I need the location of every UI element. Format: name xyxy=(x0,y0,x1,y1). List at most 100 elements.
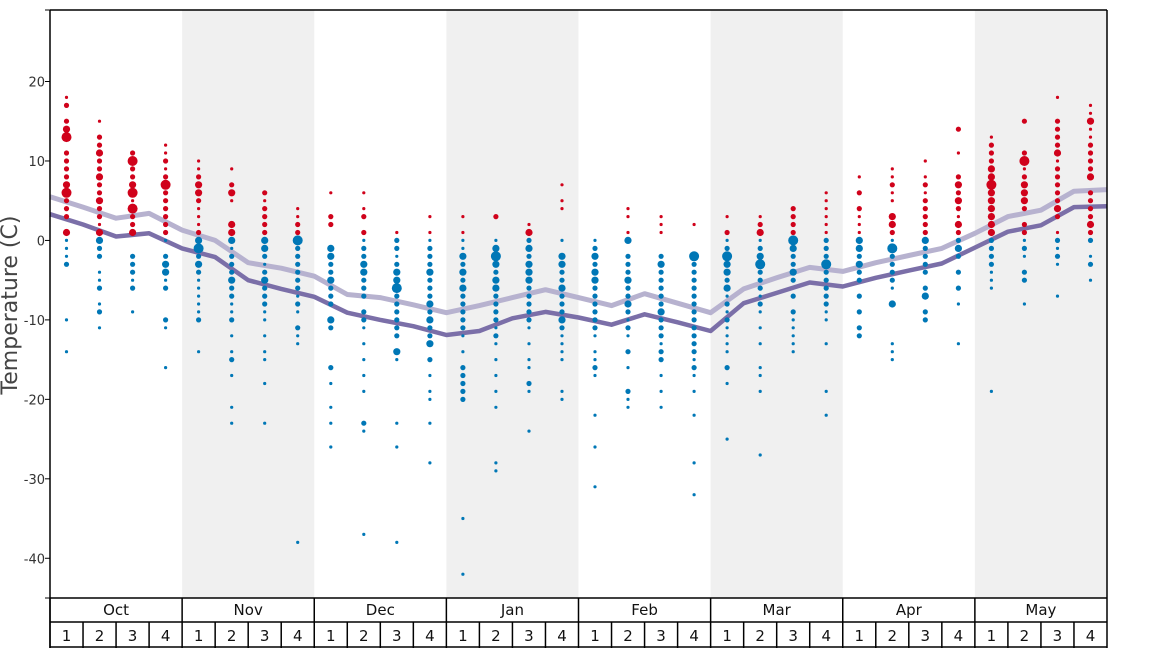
temperature-dot xyxy=(360,268,368,276)
temperature-dot xyxy=(922,221,928,228)
temperature-dot xyxy=(97,302,102,306)
temperature-dot xyxy=(494,405,498,409)
temperature-dot xyxy=(658,325,664,331)
temperature-dot xyxy=(592,317,598,323)
temperature-dot xyxy=(758,366,762,370)
temperature-dot xyxy=(823,269,829,275)
temperature-dot xyxy=(129,228,137,237)
temperature-dot xyxy=(956,302,961,306)
temperature-dot xyxy=(526,301,532,307)
temperature-dot xyxy=(986,179,997,190)
temperature-dot xyxy=(427,253,433,259)
temperature-dot xyxy=(295,301,301,307)
temperature-dot xyxy=(592,301,598,307)
week-label: 3 xyxy=(1053,627,1063,645)
temperature-dot xyxy=(758,215,762,219)
temperature-dot xyxy=(96,134,103,140)
temperature-dot xyxy=(494,469,498,473)
temperature-dot xyxy=(725,437,729,441)
temperature-dot xyxy=(391,283,402,294)
temperature-dot xyxy=(394,317,400,323)
temperature-dot xyxy=(626,405,630,409)
week-label: 4 xyxy=(557,627,567,645)
temperature-dot xyxy=(394,333,400,339)
temperature-dot xyxy=(394,237,400,243)
temperature-dot xyxy=(889,269,895,275)
temperature-dot xyxy=(824,413,828,417)
week-label: 2 xyxy=(623,627,633,645)
temperature-dot xyxy=(362,207,366,211)
week-label: 1 xyxy=(194,627,204,645)
temperature-dot xyxy=(427,309,433,315)
temperature-dot xyxy=(1086,117,1095,125)
temperature-dot xyxy=(63,261,70,267)
temperature-dot xyxy=(361,253,367,259)
temperature-dot xyxy=(757,301,763,307)
temperature-dot xyxy=(657,260,665,268)
temperature-dot xyxy=(96,182,103,188)
temperature-dot xyxy=(955,206,962,212)
temperature-dot xyxy=(328,365,334,371)
temperature-dot xyxy=(527,326,531,330)
temperature-dot xyxy=(823,293,829,299)
temperature-dot xyxy=(692,358,696,362)
temperature-dot xyxy=(460,261,466,267)
temperature-dot xyxy=(955,269,962,275)
temperature-dot xyxy=(626,334,630,338)
temperature-dot xyxy=(428,373,432,378)
temperature-dot xyxy=(197,278,201,282)
week-label: 1 xyxy=(326,627,336,645)
temperature-dot xyxy=(129,181,137,189)
temperature-dot xyxy=(296,310,300,314)
temperature-dot xyxy=(725,381,729,386)
temperature-dot xyxy=(493,269,499,275)
temperature-dot xyxy=(725,334,729,338)
average-lines xyxy=(49,187,1108,338)
temperature-dot xyxy=(592,309,598,315)
temperature-dot xyxy=(195,236,203,244)
temperature-dot xyxy=(197,350,201,354)
temperature-dot xyxy=(922,317,928,323)
temperature-dot xyxy=(229,253,235,259)
temperature-dot xyxy=(955,237,962,243)
temperature-dot xyxy=(1022,302,1026,306)
temperature-dot xyxy=(164,278,168,282)
temperature-dot xyxy=(163,229,169,236)
temperature-dot xyxy=(461,246,465,250)
temperature-dot xyxy=(791,350,795,354)
temperature-dot xyxy=(96,309,103,315)
temperature-dot xyxy=(196,253,202,259)
temperature-dot xyxy=(559,293,565,299)
temperature-dot xyxy=(724,229,730,236)
month-shade-band xyxy=(446,10,579,598)
temperature-dot xyxy=(1055,230,1060,235)
temperature-dot xyxy=(193,243,204,254)
temperature-dot xyxy=(97,278,102,282)
temperature-dot xyxy=(461,350,465,354)
y-tick-label: -10 xyxy=(24,314,45,329)
week-label: 4 xyxy=(1086,627,1096,645)
temperature-dot xyxy=(856,269,862,275)
temperature-dot xyxy=(1020,197,1028,205)
temperature-dot xyxy=(560,199,564,203)
week-label: 4 xyxy=(954,627,964,645)
y-axis: 20 10 0 -10 -20 -30 -40 xyxy=(24,9,50,599)
temperature-dot xyxy=(560,342,564,346)
temperature-dot xyxy=(328,301,334,307)
temperature-dot xyxy=(64,318,69,322)
temperature-dot xyxy=(625,309,631,315)
temperature-dot xyxy=(988,158,995,164)
temperature-dot xyxy=(856,253,862,259)
temperature-dot xyxy=(856,293,862,299)
temperature-dot xyxy=(426,300,434,308)
temperature-dot xyxy=(757,221,763,228)
temperature-dot xyxy=(164,143,168,147)
temperature-dot xyxy=(394,293,400,299)
temperature-dot xyxy=(659,222,663,227)
temperature-dot xyxy=(987,173,996,181)
temperature-dot xyxy=(1087,166,1094,172)
temperature-dot xyxy=(229,182,235,188)
temperature-dot xyxy=(361,214,367,220)
temperature-dot xyxy=(758,342,762,346)
week-label: 4 xyxy=(689,627,699,645)
